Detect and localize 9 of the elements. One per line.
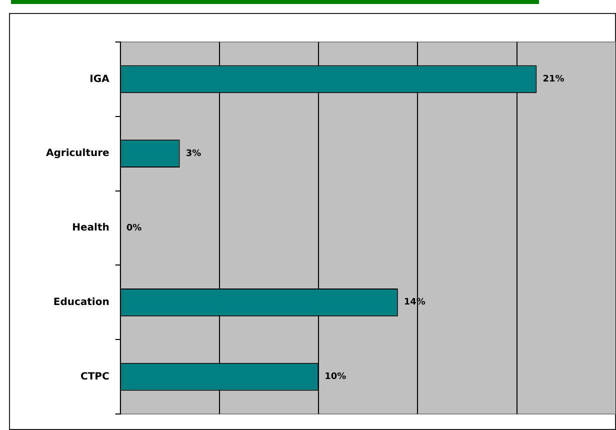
data-label: 21% <box>542 74 564 85</box>
y-tick-label: CTPC <box>80 371 110 382</box>
y-tick-label: IGA <box>90 74 110 85</box>
data-label: 3% <box>186 148 202 159</box>
y-tick-label: Agriculture <box>46 148 110 160</box>
data-label: 10% <box>324 372 346 382</box>
y-tick-label: Health <box>72 222 110 234</box>
y-tick-label: Education <box>53 296 110 308</box>
data-label: 0% <box>126 223 142 234</box>
